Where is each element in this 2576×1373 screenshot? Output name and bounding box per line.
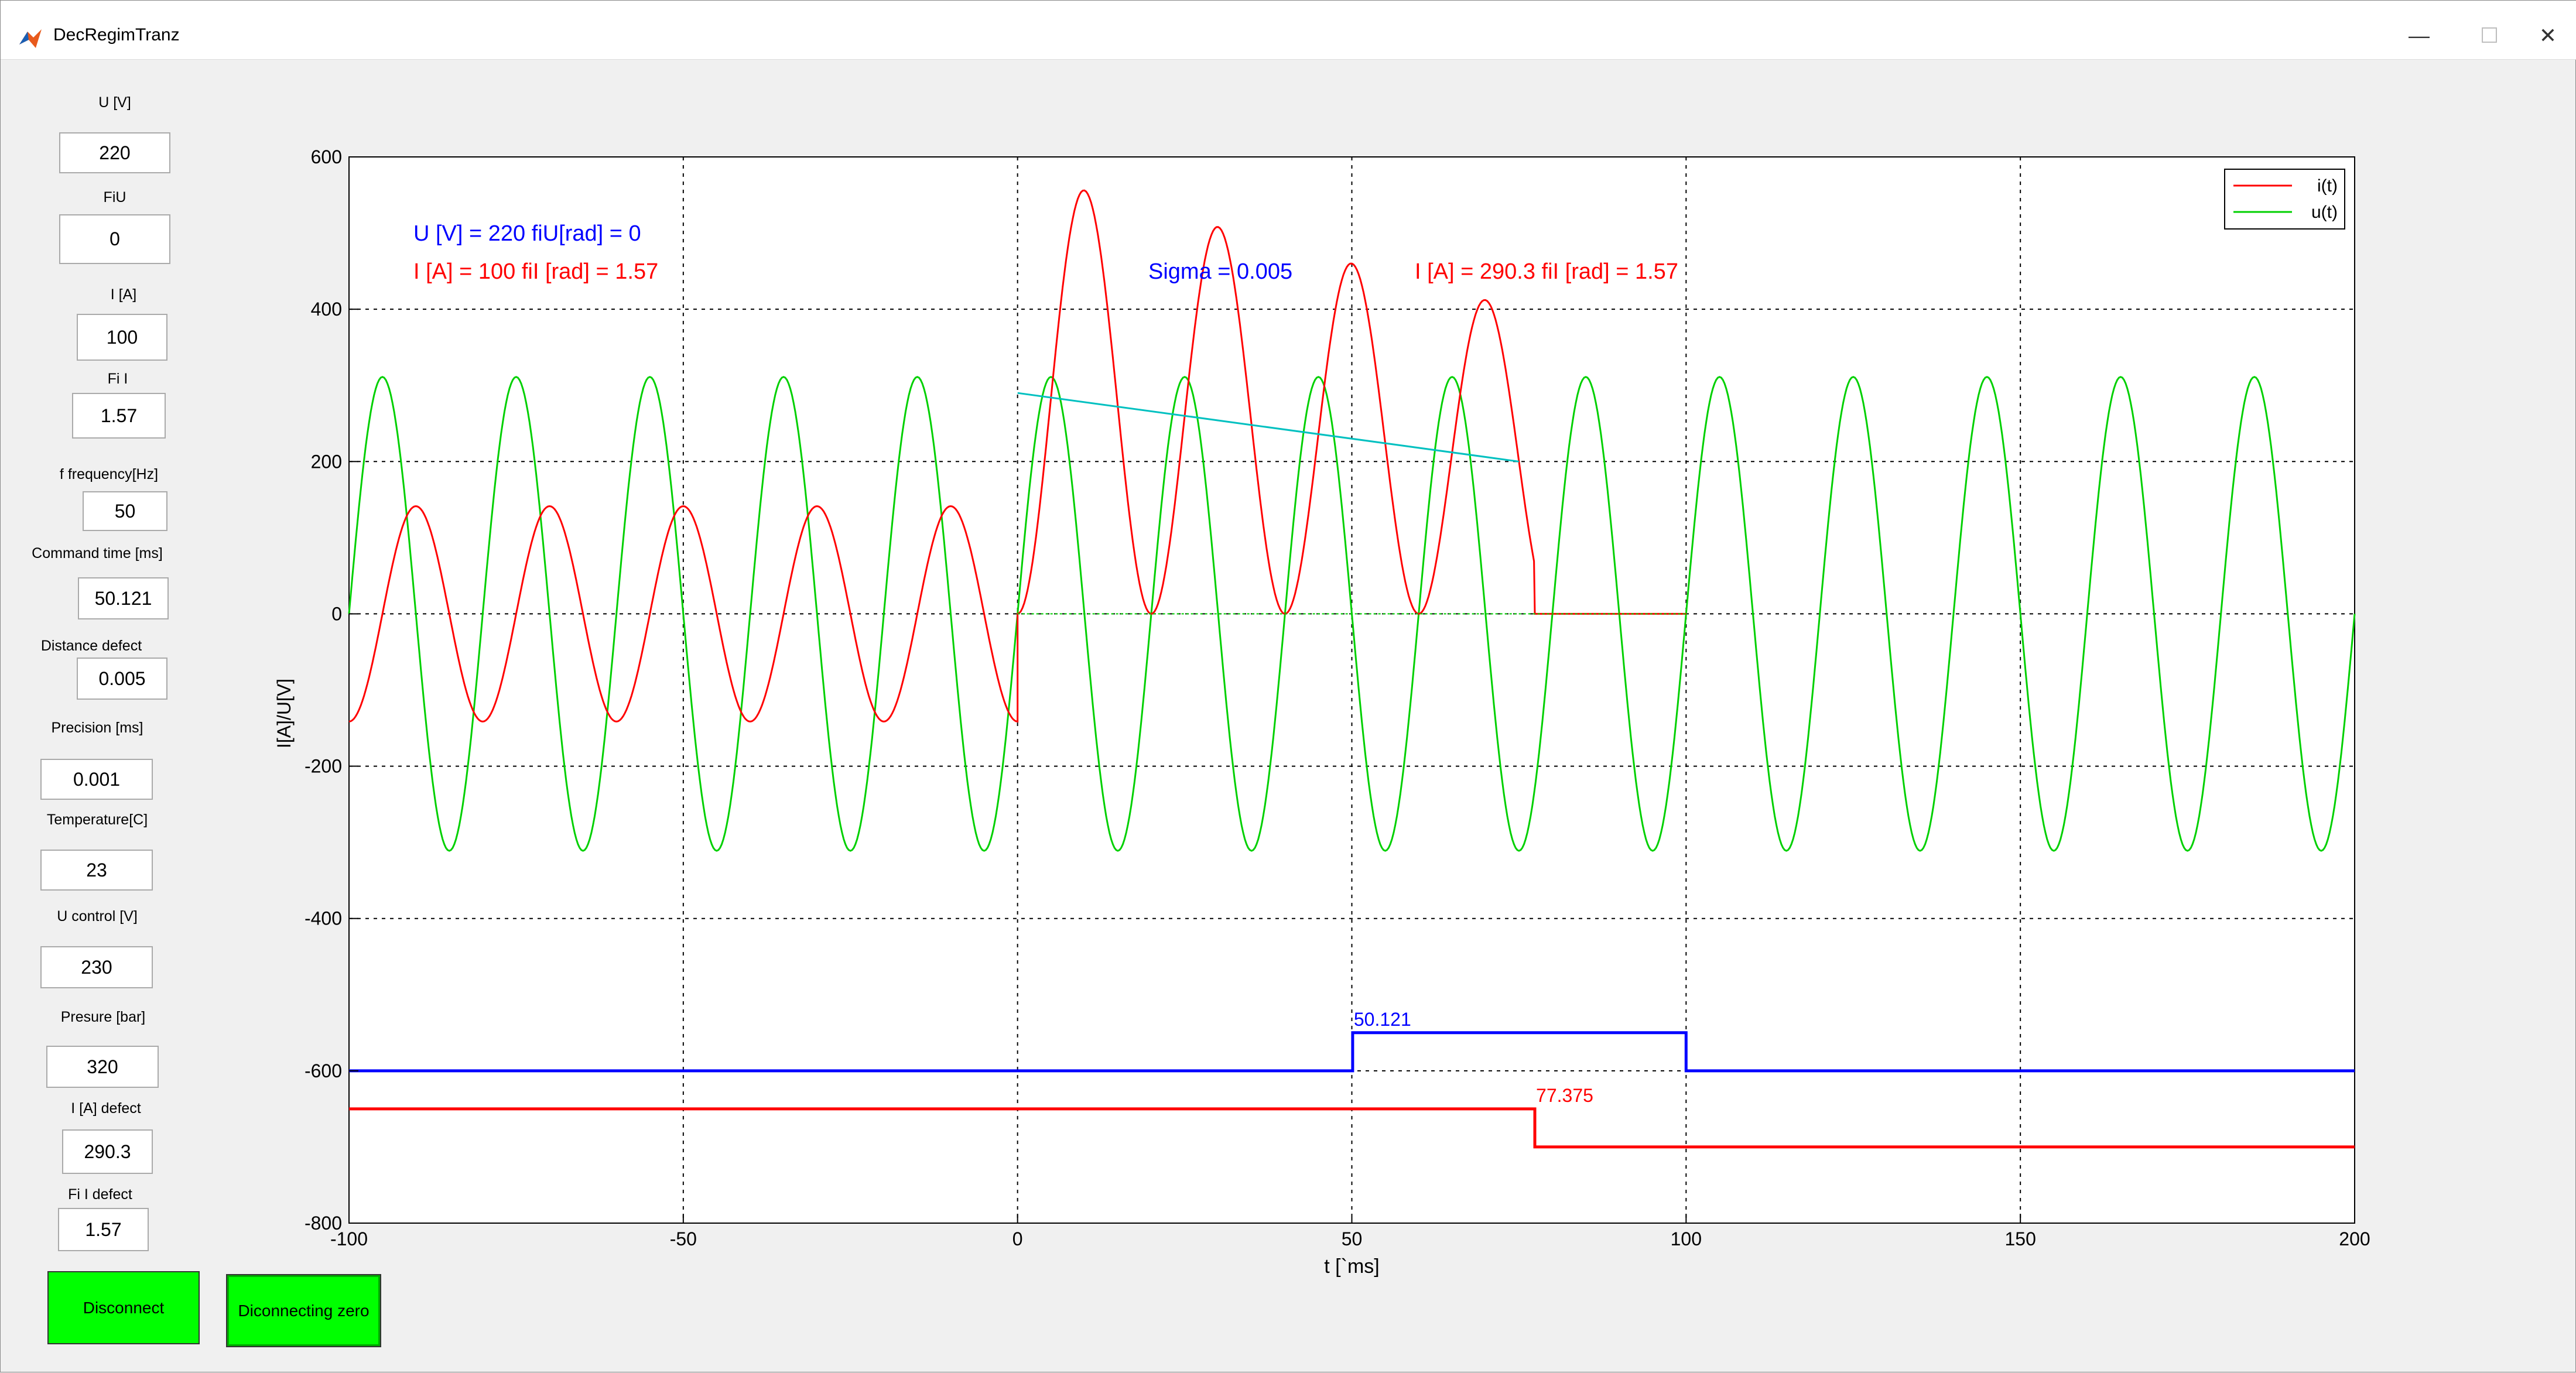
y-tick-label: -200 (305, 756, 342, 777)
x-tick-label: 100 (1671, 1228, 1702, 1249)
envelope-line (1017, 392, 1520, 463)
legend-box (2224, 169, 2345, 230)
y-tick-label: 200 (311, 451, 342, 472)
sigma-annotation: Sigma = 0.005 (1148, 259, 1292, 284)
param-label-u: U [V] (98, 94, 131, 111)
maximize-button[interactable]: ☐ (2479, 23, 2499, 47)
command-time-input[interactable]: 50.121 (78, 577, 169, 619)
zero-time-marker: 77.375 (1536, 1085, 1593, 1106)
u-control-input[interactable]: 230 (40, 946, 153, 988)
param-label-i: I [A] (110, 286, 137, 303)
param-label-fii: Fi I (107, 371, 128, 387)
close-button[interactable]: ✕ (2539, 23, 2557, 47)
legend-label: u(t) (2311, 203, 2338, 222)
param-label-command-time: Command time [ms] (32, 545, 163, 561)
x-tick-label: 150 (2004, 1228, 2036, 1249)
u-info-annotation: U [V] = 220 fiU[rad] = 0 (413, 221, 641, 246)
param-label-i-defect: I [A] defect (71, 1100, 141, 1117)
x-axis-label: t [`ms] (1324, 1255, 1379, 1278)
x-tick-label: 0 (1012, 1228, 1023, 1249)
fii-defect-input[interactable]: 1.57 (58, 1208, 149, 1251)
param-label-temperature: Temperature[C] (46, 812, 148, 828)
fii-input[interactable]: 1.57 (72, 393, 166, 439)
i-info-annotation: I [A] = 100 fiI [rad] = 1.57 (413, 259, 658, 284)
distance-defect-input[interactable]: 0.005 (77, 658, 167, 700)
matlab-icon (19, 29, 42, 48)
param-label-frequency: f frequency[Hz] (59, 466, 159, 482)
legend-label: i(t) (2317, 176, 2338, 196)
frequency-input[interactable]: 50 (83, 491, 167, 531)
temperature-input[interactable]: 23 (40, 850, 153, 891)
param-label-pressure: Presure [bar] (60, 1009, 146, 1025)
param-label-fiu: FiU (103, 189, 126, 206)
series-i-line (348, 189, 1686, 723)
pressure-input[interactable]: 320 (46, 1046, 159, 1088)
x-tick-label: 200 (2339, 1228, 2370, 1249)
command-signal-line (349, 1031, 2355, 1073)
param-label-precision: Precision [ms] (51, 720, 143, 736)
param-label-fii-defect: Fi I defect (68, 1186, 132, 1203)
y-tick-label: -600 (305, 1060, 342, 1081)
y-tick-label: -800 (305, 1213, 342, 1234)
y-axis-label: I[A]/U[V] (273, 679, 295, 748)
fiu-input[interactable]: 0 (59, 214, 170, 264)
disconnect-signal-line (349, 1107, 2355, 1149)
param-label-u-control: U control [V] (57, 908, 138, 925)
x-tick-label: 50 (1342, 1228, 1363, 1249)
x-tick-label: -100 (330, 1228, 368, 1249)
i-defect-input[interactable]: 290.3 (62, 1129, 153, 1174)
param-label-distance-defect: Distance defect (40, 638, 142, 654)
minimize-button[interactable]: — (2409, 23, 2430, 47)
y-tick-label: 600 (311, 146, 342, 167)
y-tick-label: -400 (305, 908, 342, 929)
disconnect-zero-button[interactable]: Diconnecting zero (226, 1274, 381, 1347)
precision-input[interactable]: 0.001 (40, 759, 153, 800)
window-title: DecRegimTranz (53, 25, 180, 44)
u-input[interactable]: 220 (59, 132, 170, 173)
x-tick-label: -50 (670, 1228, 697, 1249)
title-bar: DecRegimTranz — ☐ ✕ (1, 1, 2576, 60)
disconnect-button[interactable]: Disconnect (47, 1271, 200, 1344)
command-time-marker: 50.121 (1354, 1009, 1411, 1030)
y-tick-label: 400 (311, 299, 342, 320)
i-input[interactable]: 100 (77, 314, 167, 361)
y-tick-label: 0 (331, 603, 342, 624)
defect-info-annotation: I [A] = 290.3 fiI [rad] = 1.57 (1415, 259, 1678, 284)
